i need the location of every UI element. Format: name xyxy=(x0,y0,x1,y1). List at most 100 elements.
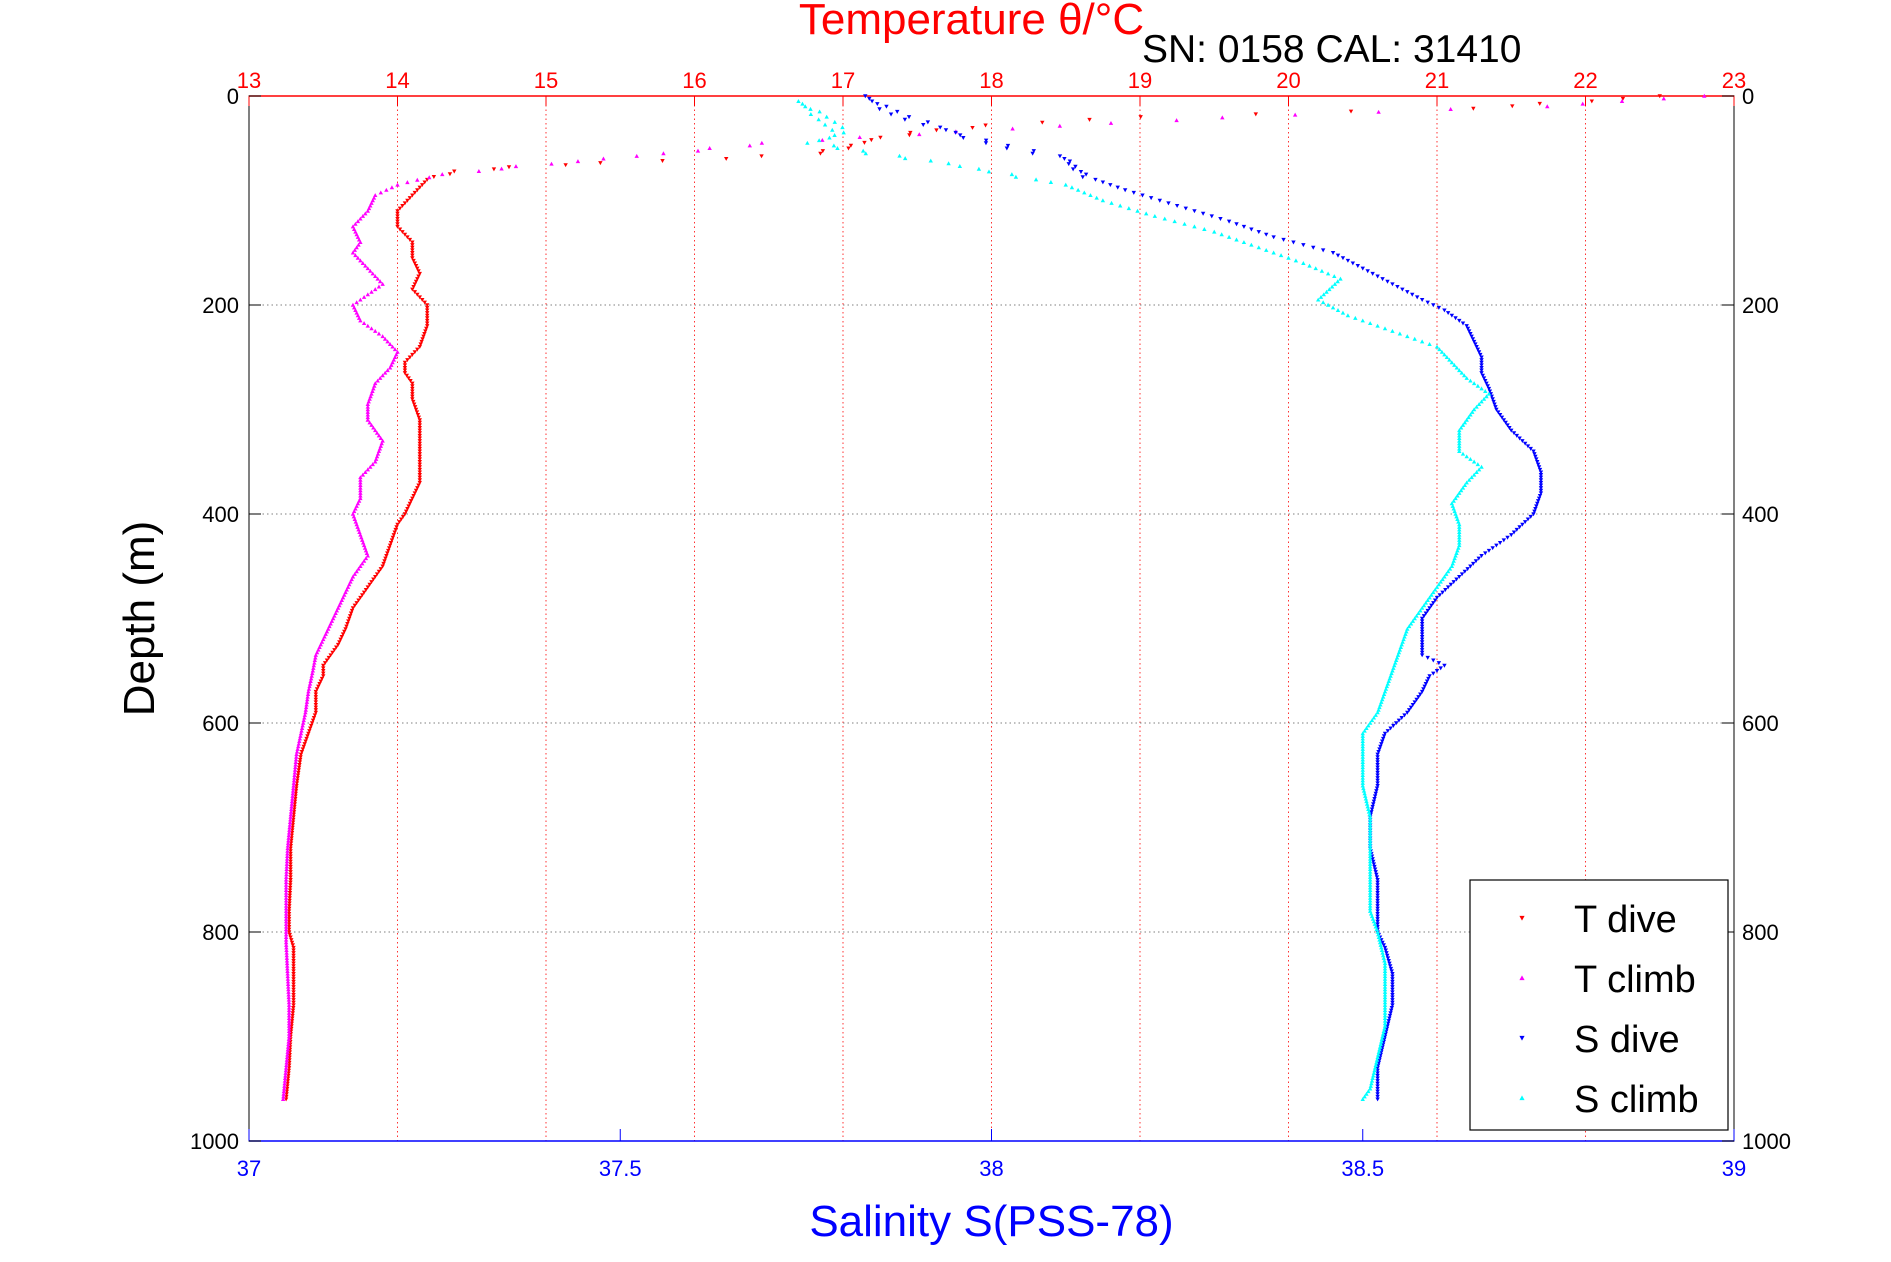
data-point xyxy=(1378,1053,1383,1057)
data-point xyxy=(288,809,294,814)
data-point xyxy=(343,627,348,632)
data-point xyxy=(1375,1084,1380,1089)
data-point xyxy=(1419,632,1425,637)
data-point xyxy=(1385,279,1390,284)
data-point xyxy=(294,754,299,759)
data-point xyxy=(415,277,420,282)
data-point xyxy=(1457,428,1462,433)
data-point xyxy=(417,423,422,428)
data-point xyxy=(288,1029,294,1034)
data-point xyxy=(412,261,418,266)
data-point xyxy=(1364,726,1369,730)
data-point xyxy=(291,974,296,979)
depth-tick-label: 200 xyxy=(202,293,239,318)
data-point xyxy=(353,253,358,258)
data-point xyxy=(321,674,326,679)
data-point xyxy=(1382,982,1388,987)
data-point xyxy=(1380,1045,1385,1050)
data-point xyxy=(1382,984,1388,989)
data-point xyxy=(1487,389,1493,394)
data-point xyxy=(1335,308,1341,312)
data-point xyxy=(286,830,292,835)
data-point xyxy=(1126,206,1132,211)
data-point xyxy=(1332,281,1338,286)
data-point xyxy=(1367,903,1373,908)
data-point xyxy=(402,201,408,206)
data-point xyxy=(1373,791,1378,796)
data-point xyxy=(415,177,420,182)
data-point xyxy=(1532,509,1537,514)
data-point xyxy=(402,232,408,237)
data-point xyxy=(298,733,303,738)
data-point xyxy=(375,378,380,383)
data-point xyxy=(1471,339,1477,344)
data-point xyxy=(1436,305,1442,310)
data-point xyxy=(283,880,289,885)
data-point xyxy=(311,663,317,668)
data-point xyxy=(1509,533,1514,538)
data-point xyxy=(1458,425,1464,430)
data-point xyxy=(289,807,294,811)
data-point xyxy=(1365,269,1370,274)
data-point xyxy=(1353,315,1358,320)
data-point xyxy=(288,883,293,888)
data-point xyxy=(1437,593,1442,598)
data-point xyxy=(1460,321,1466,326)
data-point xyxy=(382,559,387,564)
depth-tick-label: 600 xyxy=(202,711,239,736)
data-point xyxy=(1375,755,1380,760)
data-point xyxy=(1390,1000,1395,1005)
data-point xyxy=(1370,1076,1375,1081)
data-point xyxy=(1135,208,1140,213)
data-point xyxy=(1367,872,1373,877)
temperature-tick-label: 16 xyxy=(682,68,706,93)
data-point xyxy=(1453,316,1458,321)
data-point xyxy=(291,977,296,982)
data-point xyxy=(1376,935,1382,939)
data-point xyxy=(1324,289,1329,294)
data-point xyxy=(1320,300,1326,305)
data-point xyxy=(394,525,399,530)
data-point xyxy=(1469,475,1474,480)
data-point xyxy=(296,770,301,775)
data-point xyxy=(1479,554,1484,558)
data-point xyxy=(1412,700,1417,705)
data-point xyxy=(299,726,305,730)
data-point xyxy=(1382,1018,1388,1023)
data-point xyxy=(1367,720,1373,725)
data-point xyxy=(373,574,378,579)
data-point xyxy=(286,1034,292,1039)
data-point xyxy=(1538,470,1544,475)
data-point xyxy=(1387,1013,1393,1018)
data-point xyxy=(407,501,413,506)
data-point xyxy=(1249,227,1254,232)
data-point xyxy=(1364,799,1369,804)
data-point xyxy=(1372,864,1377,869)
data-point xyxy=(902,156,908,161)
data-point xyxy=(1367,838,1373,843)
data-point xyxy=(417,439,422,444)
data-point xyxy=(1491,399,1496,404)
data-point xyxy=(1390,990,1395,995)
data-point xyxy=(1013,174,1019,179)
data-point xyxy=(286,1005,292,1010)
data-point xyxy=(1140,193,1145,198)
data-point xyxy=(363,588,369,592)
data-point xyxy=(1476,350,1482,355)
data-point xyxy=(283,919,289,924)
data-point xyxy=(1350,261,1356,266)
data-point xyxy=(1474,404,1479,409)
data-point xyxy=(1360,318,1365,323)
data-point xyxy=(392,530,397,535)
data-point xyxy=(1307,263,1312,268)
data-point xyxy=(1451,498,1456,503)
data-point xyxy=(1419,605,1425,610)
legend-marker xyxy=(1519,915,1525,921)
data-point xyxy=(363,556,369,561)
data-point xyxy=(1388,966,1394,971)
data-point xyxy=(1375,763,1380,767)
data-point xyxy=(857,135,862,140)
data-point xyxy=(1475,462,1481,467)
data-point xyxy=(415,188,420,193)
data-point xyxy=(1367,885,1373,890)
